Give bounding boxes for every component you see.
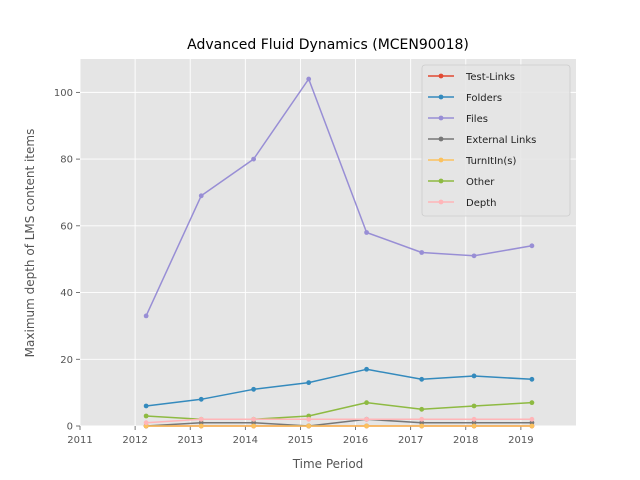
data-point-external-links <box>471 420 477 426</box>
data-point-depth <box>419 416 425 422</box>
x-tick-label: 2015 <box>288 435 313 446</box>
x-tick-label: 2018 <box>453 435 478 446</box>
y-tick-label: 80 <box>60 155 73 166</box>
data-point-folders <box>364 366 369 372</box>
data-point-folders <box>198 396 204 402</box>
legend-label: Files <box>466 114 488 125</box>
data-point-turnitin-s <box>198 423 204 429</box>
data-point-files <box>143 313 149 319</box>
x-axis: 2011 2012 2013 2014 2015 2016 2017 2018 2019 <box>67 426 534 446</box>
data-point-folders <box>251 386 256 392</box>
legend: Test-Links Folders Files External Links Turn… <box>421 64 571 217</box>
legend-marker <box>438 157 444 163</box>
x-tick-label: 2016 <box>343 435 368 446</box>
legend-label: Other <box>466 177 495 188</box>
data-point-depth <box>198 416 204 422</box>
y-tick-label: 20 <box>60 355 73 366</box>
data-point-depth <box>251 416 256 422</box>
data-point-turnitin-s <box>529 423 535 429</box>
y-tick-label: 100 <box>54 88 73 99</box>
data-point-depth <box>306 416 312 422</box>
legend-label: Folders <box>466 93 502 104</box>
y-tick-label: 60 <box>60 221 73 232</box>
series-group <box>143 76 535 429</box>
legend-marker <box>438 178 444 184</box>
legend-label: Depth <box>466 198 496 209</box>
data-point-other <box>471 403 477 409</box>
legend-marker <box>438 199 444 205</box>
x-tick-label: 2014 <box>233 435 258 446</box>
data-point-files <box>364 230 369 235</box>
data-point-other <box>364 400 369 406</box>
data-point-turnitin-s <box>143 423 149 429</box>
x-axis-label: Time Period <box>292 457 364 471</box>
legend-label: External Links <box>466 135 536 146</box>
data-point-files <box>198 193 204 199</box>
data-point-depth <box>529 416 535 422</box>
data-point-external-links <box>198 420 204 426</box>
data-point-files <box>419 250 425 255</box>
data-point-depth <box>364 416 369 422</box>
data-point-turnitin-s <box>251 423 256 429</box>
series-line-depth <box>146 418 532 424</box>
chart-title: Advanced Fluid Dynamics (MCEN90018) <box>187 37 469 53</box>
data-point-depth <box>143 420 149 426</box>
x-tick-label: 2011 <box>67 435 92 446</box>
data-point-files <box>471 253 477 259</box>
data-point-external-links <box>529 420 535 426</box>
y-axis: 0 20 40 60 80 100 <box>54 88 80 433</box>
x-tick-label: 2017 <box>398 435 423 446</box>
legend-label: Test-Links <box>465 72 515 83</box>
data-point-external-links <box>419 420 425 426</box>
y-tick-label: 0 <box>67 422 73 433</box>
data-point-folders <box>419 376 425 382</box>
x-tick-label: 2012 <box>122 435 147 446</box>
data-point-other <box>529 400 535 406</box>
data-point-folders <box>471 373 477 379</box>
legend-marker <box>438 115 444 121</box>
data-point-other <box>143 413 149 419</box>
data-point-depth <box>471 416 477 422</box>
legend-label: TurnItIn(s) <box>465 156 516 167</box>
data-point-turnitin-s <box>306 423 312 429</box>
data-point-external-links <box>251 420 256 426</box>
legend-marker <box>438 136 444 142</box>
legend-marker <box>438 73 444 79</box>
x-tick-label: 2019 <box>508 435 533 446</box>
data-point-folders <box>143 403 149 409</box>
data-point-files <box>251 156 256 162</box>
data-point-turnitin-s <box>419 423 425 429</box>
data-point-other <box>306 413 312 419</box>
series-line-files <box>145 78 533 317</box>
data-point-other <box>419 406 425 412</box>
legend-box <box>421 64 571 217</box>
y-axis-label: Maximum depth of LMS content items <box>23 129 37 358</box>
data-point-files <box>306 76 312 82</box>
data-point-turnitin-s <box>364 423 369 429</box>
data-point-turnitin-s <box>471 423 477 429</box>
data-point-folders <box>529 376 535 382</box>
data-point-folders <box>306 380 312 386</box>
series-line-folders <box>146 368 532 407</box>
series-line-external-links <box>146 418 532 427</box>
legend-marker <box>438 94 444 100</box>
y-tick-label: 40 <box>60 288 73 299</box>
x-tick-label: 2013 <box>177 435 202 446</box>
data-point-files <box>529 243 535 249</box>
